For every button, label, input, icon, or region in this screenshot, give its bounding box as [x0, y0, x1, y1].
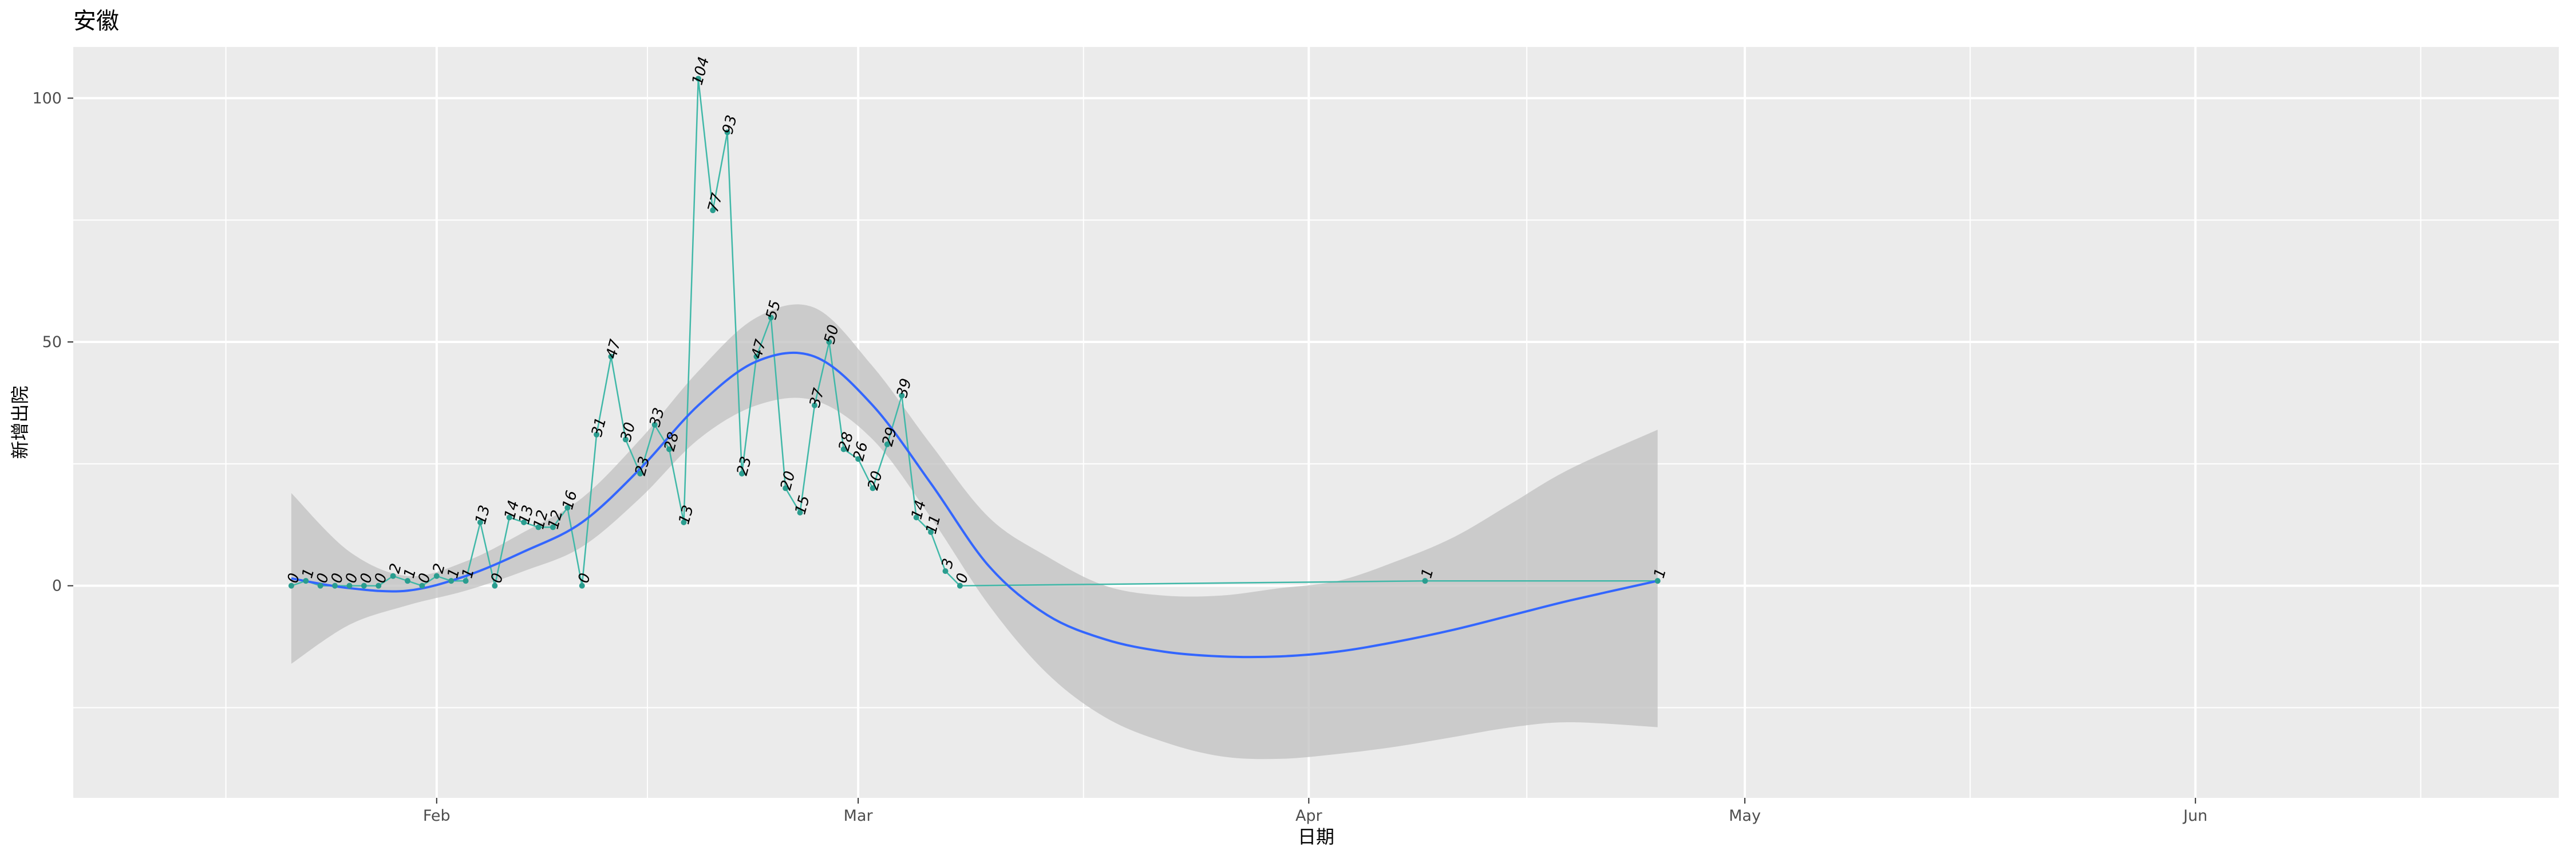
data-point — [928, 529, 934, 536]
data-point — [405, 578, 411, 584]
data-label: 2 — [430, 562, 449, 576]
data-point — [594, 431, 600, 438]
data-point — [579, 582, 585, 589]
data-point — [913, 514, 919, 521]
x-tick-label: Apr — [1295, 807, 1323, 825]
data-label: 1 — [401, 566, 420, 580]
data-point — [492, 582, 498, 589]
data-point — [390, 573, 396, 579]
data-point — [448, 578, 455, 584]
data-point — [739, 470, 745, 477]
data-point — [1654, 578, 1661, 584]
data-point — [942, 568, 949, 574]
data-point — [681, 519, 687, 526]
data-label: 1 — [459, 566, 478, 580]
y-tick-label: 0 — [52, 577, 62, 595]
data-label: 0 — [328, 572, 347, 585]
data-point — [899, 392, 905, 399]
data-point — [666, 446, 673, 452]
data-point — [695, 76, 701, 82]
data-point — [288, 582, 294, 589]
data-label: 1 — [1418, 566, 1437, 580]
data-label: 0 — [314, 572, 333, 585]
data-point — [550, 524, 556, 530]
data-label: 0 — [953, 572, 972, 585]
data-point — [797, 509, 803, 515]
x-tick-label: May — [1729, 807, 1761, 825]
y-axis-title: 新增出院 — [9, 385, 31, 459]
grid-minor — [73, 47, 2559, 798]
data-point — [870, 485, 876, 491]
data-points — [288, 76, 1661, 589]
data-point — [637, 470, 643, 477]
data-label: 0 — [357, 572, 376, 585]
data-point — [433, 573, 440, 579]
data-point — [651, 422, 658, 428]
data-point — [376, 582, 382, 589]
data-label: 1 — [1651, 566, 1670, 580]
data-label: 3 — [939, 557, 958, 570]
data-labels: 0100000210211130141312121603147302333281… — [285, 55, 1670, 585]
chart-title: 安徽 — [73, 8, 119, 34]
confidence-ribbon — [291, 304, 1658, 759]
data-label: 0 — [342, 572, 361, 585]
data-point — [768, 314, 774, 321]
data-label: 0 — [372, 572, 390, 585]
x-tick-label: Jun — [2182, 807, 2207, 825]
data-point — [855, 456, 862, 462]
data-point — [608, 353, 614, 360]
data-point — [317, 582, 323, 589]
data-point — [840, 446, 847, 452]
data-label: 1 — [299, 566, 318, 580]
data-label: 0 — [285, 572, 303, 585]
data-point — [419, 582, 425, 589]
data-point — [710, 207, 716, 214]
data-point — [463, 578, 469, 584]
data-point — [521, 519, 527, 526]
x-tick-label: Feb — [423, 807, 451, 825]
data-point — [724, 129, 730, 135]
data-point — [753, 353, 760, 360]
y-tick-label: 100 — [32, 89, 62, 107]
data-label: 1 — [444, 566, 463, 580]
data-point — [477, 519, 483, 526]
data-point — [622, 436, 629, 443]
data-point — [361, 582, 367, 589]
data-point — [957, 582, 963, 589]
data-point — [303, 578, 309, 584]
data-point — [506, 514, 512, 521]
data-point — [783, 485, 789, 491]
data-point — [346, 582, 353, 589]
x-axis-ticks: Feb Mar Apr May Jun — [423, 798, 2207, 825]
data-label: 2 — [386, 562, 405, 576]
data-point — [884, 441, 890, 447]
data-point — [826, 339, 832, 345]
data-point — [811, 402, 817, 408]
x-axis-title: 日期 — [1298, 826, 1334, 848]
smooth-line — [291, 351, 1658, 659]
data-label: 0 — [415, 572, 434, 585]
y-tick-label: 50 — [42, 333, 62, 351]
y-axis-ticks: 0 50 100 — [32, 89, 73, 595]
data-point — [535, 524, 542, 530]
data-label: 0 — [575, 572, 594, 585]
x-tick-label: Mar — [844, 807, 874, 825]
data-label: 0 — [488, 572, 507, 585]
data-point — [1422, 578, 1428, 584]
data-point — [332, 582, 338, 589]
data-point — [564, 505, 571, 511]
